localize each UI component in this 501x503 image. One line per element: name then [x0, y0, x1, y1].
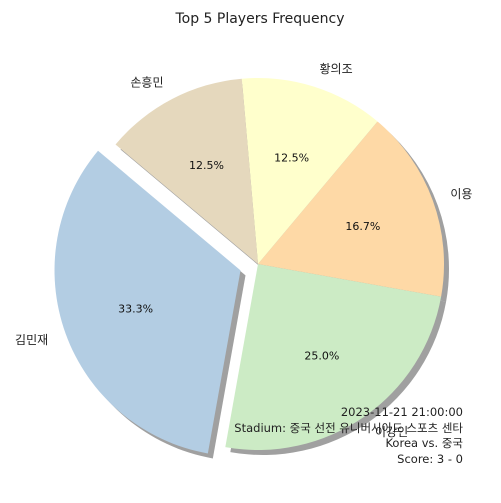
slice-1 [225, 264, 442, 450]
slice-2-label: 이용 [450, 187, 472, 201]
slice-3 [241, 78, 378, 264]
slice-0 [54, 150, 241, 454]
slice-4 [115, 78, 258, 264]
slice-2 [258, 121, 444, 297]
slice-1-label: 이강인 [375, 425, 408, 439]
match-stadium: Stadium: 중국 선전 유니버시아드 스포츠 센타 [234, 421, 463, 435]
slice-4-percent: 12.5% [189, 159, 224, 172]
match-datetime: 2023-11-21 21:00:00 [340, 405, 463, 419]
slice-3-percent: 12.5% [274, 152, 309, 165]
chart-title: Top 5 Players Frequency [174, 11, 344, 27]
slice-4-label: 손흥민 [130, 76, 163, 90]
slice-2-percent: 16.7% [345, 220, 380, 233]
slice-0-label: 김민재 [15, 333, 48, 347]
slice-0-percent: 33.3% [118, 302, 153, 315]
slice-3-label: 황의조 [320, 62, 353, 76]
match-teams: Korea vs. 중국 [385, 436, 463, 450]
slice-1-percent: 25.0% [304, 350, 339, 363]
match-score: Score: 3 - 0 [397, 452, 463, 466]
